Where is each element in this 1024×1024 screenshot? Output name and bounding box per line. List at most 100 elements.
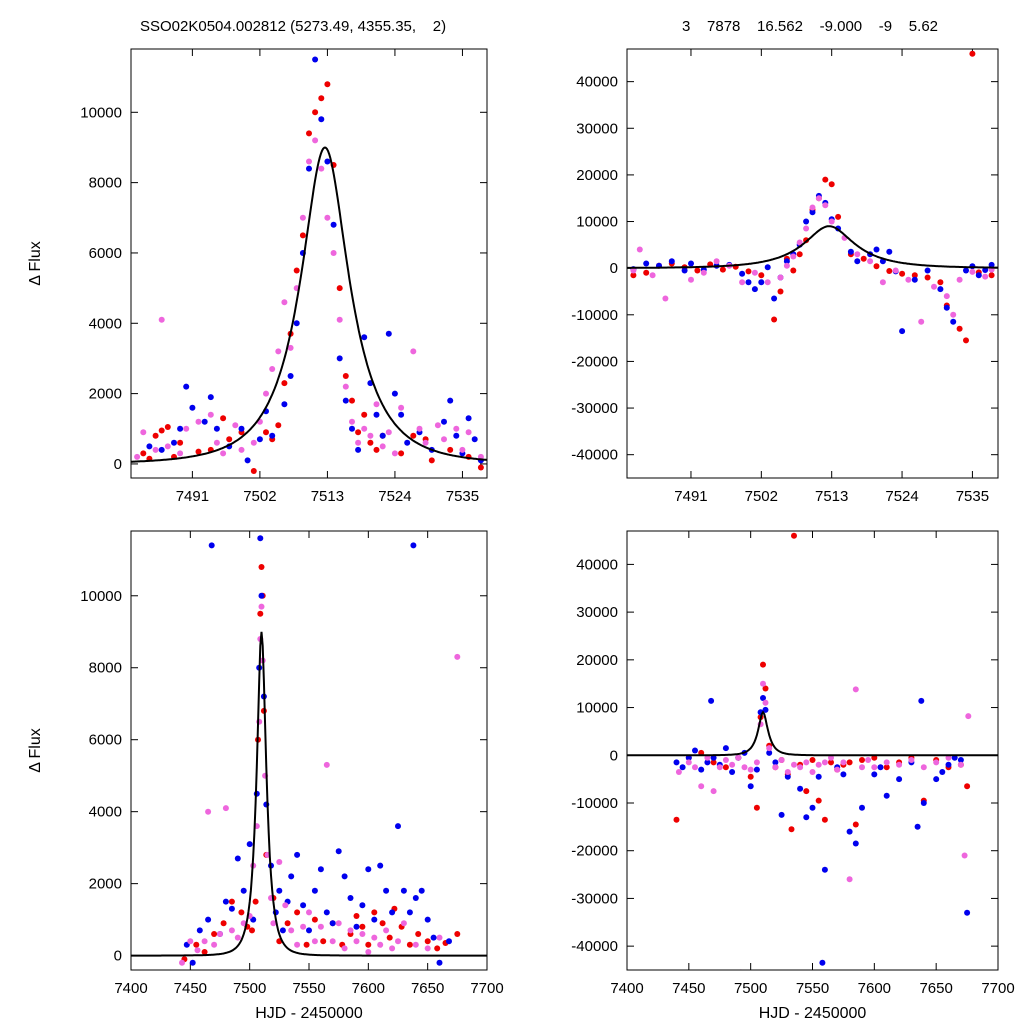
- data-point-red: [643, 269, 650, 276]
- data-point-violet: [282, 902, 289, 909]
- data-point-blue: [324, 158, 331, 165]
- data-point-blue: [436, 959, 443, 966]
- data-point-blue: [228, 905, 235, 912]
- data-point-red: [828, 181, 835, 188]
- data-point-blue: [288, 873, 295, 880]
- y-tick-label: 40000: [576, 74, 618, 91]
- data-point-violet: [965, 713, 972, 720]
- data-point-blue: [317, 866, 324, 873]
- data-point-blue: [950, 318, 957, 325]
- data-point-violet: [675, 480, 681, 486]
- data-point-red: [762, 685, 769, 692]
- data-point-violet: [317, 923, 324, 930]
- data-point-blue: [783, 258, 790, 265]
- data-point-blue: [764, 264, 771, 271]
- data-point-violet: [359, 931, 366, 937]
- data-point-red: [969, 50, 976, 57]
- data-point-violet: [918, 318, 925, 325]
- data-point-violet: [436, 934, 443, 941]
- data-point-blue: [945, 761, 952, 768]
- data-point-violet: [943, 293, 950, 300]
- data-point-violet: [931, 283, 937, 290]
- data-point-violet: [729, 761, 736, 768]
- data-point-red: [361, 411, 368, 418]
- data-point-violet: [330, 250, 337, 256]
- data-point-red: [365, 941, 372, 948]
- data-point-blue: [471, 436, 478, 443]
- data-point-violet: [834, 766, 841, 773]
- data-point-blue: [698, 766, 705, 773]
- data-point-violet: [675, 769, 682, 775]
- data-point-violet: [982, 273, 989, 280]
- model-curve-group: [131, 631, 487, 957]
- model-curve: [627, 710, 998, 757]
- data-point-violet: [336, 316, 343, 323]
- data-point-red: [424, 938, 431, 945]
- data-point-violet: [762, 699, 769, 706]
- data-point-red: [911, 272, 918, 279]
- data-point-blue: [365, 866, 372, 873]
- data-point-red: [349, 397, 355, 404]
- data-point-violet: [412, 941, 419, 948]
- y-tick-label: 10000: [576, 700, 618, 717]
- data-point-red: [447, 446, 454, 453]
- data-point-violet: [766, 745, 773, 752]
- data-point-violet: [685, 759, 692, 766]
- x-tick-label: 7513: [815, 488, 848, 505]
- x-tick-label: 7491: [176, 488, 209, 505]
- data-point-blue: [924, 267, 931, 274]
- data-point-blue: [281, 401, 288, 408]
- data-point-blue: [859, 804, 865, 811]
- data-point-blue: [688, 260, 694, 267]
- data-point-blue: [342, 397, 349, 404]
- data-point-blue: [201, 418, 208, 425]
- data-point-violet: [797, 764, 804, 771]
- data-point-red: [964, 783, 971, 790]
- data-point-red: [454, 931, 461, 937]
- data-point-violet: [453, 425, 460, 432]
- data-point-blue: [447, 397, 454, 404]
- object-id-header: SSO02K0504.002812 (5273.49, 4355.35, 2): [140, 18, 446, 35]
- data-point-violet: [228, 927, 235, 934]
- data-point-violet: [263, 390, 269, 397]
- x-tick-label: 7524: [885, 488, 918, 505]
- y-tick-label: -20000: [571, 843, 618, 860]
- data-point-red: [371, 909, 378, 916]
- y-tick-label: 0: [114, 948, 122, 965]
- data-point-red: [859, 757, 865, 763]
- data-point-blue: [373, 411, 380, 418]
- data-point-red: [226, 436, 233, 443]
- data-point-red: [252, 898, 259, 905]
- data-point-blue: [722, 745, 729, 752]
- data-point-violet: [636, 246, 643, 253]
- data-point-red: [886, 268, 893, 274]
- data-point-violet: [400, 920, 407, 927]
- data-point-red: [924, 274, 931, 281]
- y-tick-label: 8000: [89, 175, 122, 192]
- y-tick-label: 20000: [576, 167, 618, 184]
- data-point-blue: [668, 258, 675, 265]
- data-point-red: [852, 821, 859, 828]
- model-curve: [131, 631, 487, 957]
- data-point-blue: [418, 887, 425, 894]
- data-point-violet: [269, 366, 276, 372]
- data-point-violet: [815, 761, 822, 768]
- data-point-violet: [739, 279, 746, 286]
- data-point-red: [477, 464, 484, 471]
- x-tick-label: 7550: [796, 980, 829, 997]
- data-point-blue: [809, 804, 816, 811]
- data-point-blue: [933, 776, 940, 783]
- data-point-blue: [963, 267, 969, 274]
- x-tick-label: 7400: [610, 980, 643, 997]
- data-point-blue: [246, 841, 253, 848]
- data-point-blue: [240, 887, 247, 894]
- data-point-red: [249, 927, 255, 934]
- data-point-blue: [294, 851, 301, 858]
- data-point-red: [815, 797, 822, 804]
- data-point-violet: [961, 852, 968, 859]
- data-point-blue: [465, 415, 472, 422]
- data-point-blue: [873, 246, 880, 253]
- data-point-violet: [722, 757, 729, 763]
- data-point-violet: [710, 788, 717, 795]
- data-point-blue: [751, 286, 758, 293]
